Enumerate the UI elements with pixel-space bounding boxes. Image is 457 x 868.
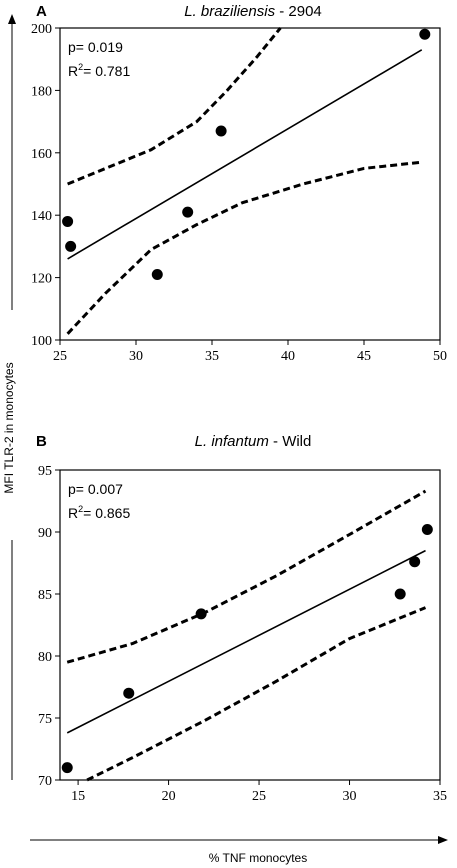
data-point xyxy=(151,268,163,280)
shared-y-arrowhead xyxy=(8,14,16,24)
confidence-bands xyxy=(66,489,427,782)
x-tick-label: 40 xyxy=(281,349,295,364)
x-tick-label: 45 xyxy=(357,349,371,364)
y-tick-label: 120 xyxy=(31,272,52,287)
x-ticks: 25 30 35 40 45 50 xyxy=(53,340,447,364)
regression-line-group xyxy=(66,549,426,734)
ci-lower-curve xyxy=(66,160,422,335)
data-points xyxy=(61,524,433,774)
x-tick-label: 25 xyxy=(252,789,266,804)
stat-p: p= 0.019 xyxy=(68,39,123,55)
regression-line xyxy=(66,549,426,734)
y-tick-label: 75 xyxy=(38,712,52,727)
panel-title: L. braziliensis - 2904 xyxy=(184,3,322,20)
panel-letter: A xyxy=(36,3,47,20)
x-tick-label: 25 xyxy=(53,349,67,364)
shared-y-axis-annotation: MFI TLR-2 in monocytes xyxy=(2,14,16,780)
data-point xyxy=(419,28,431,40)
stat-r2-prefix: R xyxy=(68,63,78,79)
panel-title: L. infantum - Wild xyxy=(195,433,312,450)
data-point xyxy=(62,215,74,227)
y-tick-label: 80 xyxy=(38,650,52,665)
data-points xyxy=(62,28,431,280)
plot-frame xyxy=(59,469,441,781)
stat-p: p= 0.007 xyxy=(68,481,123,497)
y-ticks: 100 120 140 160 180 200 xyxy=(31,22,60,349)
stat-r2-value: = 0.865 xyxy=(83,505,130,521)
shared-y-label: MFI TLR-2 in monocytes xyxy=(2,362,16,493)
panel-b: B L. infantum - Wild 15 20 25 30 35 70 75 80 85… xyxy=(36,433,447,804)
y-tick-label: 100 xyxy=(31,334,52,349)
panel-title-species: L. infantum xyxy=(195,433,269,450)
y-tick-label: 70 xyxy=(38,774,52,789)
y-tick-label: 85 xyxy=(38,588,52,603)
data-point xyxy=(394,588,406,600)
shared-x-label: % TNF monocytes xyxy=(209,851,307,865)
ci-upper-curve xyxy=(66,489,427,664)
data-point xyxy=(123,687,135,699)
x-tick-label: 35 xyxy=(433,789,447,804)
regression-line-group xyxy=(67,49,423,260)
y-ticks: 70 75 80 85 90 95 xyxy=(38,464,60,789)
panel-title-species: L. braziliensis xyxy=(184,3,275,20)
x-ticks: 15 20 25 30 35 xyxy=(71,780,447,804)
panel-title-suffix: - 2904 xyxy=(275,3,322,20)
shared-x-axis-annotation: % TNF monocytes xyxy=(30,836,448,865)
ci-lower-curve xyxy=(86,606,427,782)
stat-r2-value: = 0.781 xyxy=(83,63,130,79)
y-tick-label: 95 xyxy=(38,464,52,479)
stat-r2: R2= 0.865 xyxy=(68,504,130,521)
stat-r2-prefix: R xyxy=(68,505,78,521)
panel-title-suffix: - Wild xyxy=(269,433,312,450)
stat-r2-sup: 2 xyxy=(78,62,83,72)
y-tick-label: 180 xyxy=(31,84,52,99)
x-tick-label: 35 xyxy=(205,349,219,364)
stat-r2: R2= 0.781 xyxy=(68,62,130,79)
y-tick-label: 200 xyxy=(31,22,52,37)
x-tick-label: 30 xyxy=(129,349,143,364)
stat-r2-sup: 2 xyxy=(78,504,83,514)
y-tick-label: 90 xyxy=(38,526,52,541)
plot-frame xyxy=(59,27,441,341)
x-tick-label: 20 xyxy=(162,789,176,804)
data-point xyxy=(195,608,207,620)
data-point xyxy=(182,206,194,218)
y-tick-label: 140 xyxy=(31,209,52,224)
panel-a: A L. braziliensis - 2904 25 30 35 40 45 50 10… xyxy=(31,3,447,364)
confidence-bands xyxy=(66,27,422,335)
data-point xyxy=(409,556,421,568)
x-tick-label: 50 xyxy=(433,349,447,364)
panel-letter: B xyxy=(36,433,47,450)
data-point xyxy=(61,762,73,774)
data-point xyxy=(215,125,227,137)
regression-line xyxy=(67,49,423,260)
x-tick-label: 15 xyxy=(71,789,85,804)
data-point xyxy=(65,240,77,252)
y-tick-label: 160 xyxy=(31,147,52,162)
ci-upper-curve xyxy=(67,27,282,186)
shared-x-arrowhead xyxy=(438,836,448,844)
x-tick-label: 30 xyxy=(343,789,357,804)
data-point xyxy=(421,524,433,536)
